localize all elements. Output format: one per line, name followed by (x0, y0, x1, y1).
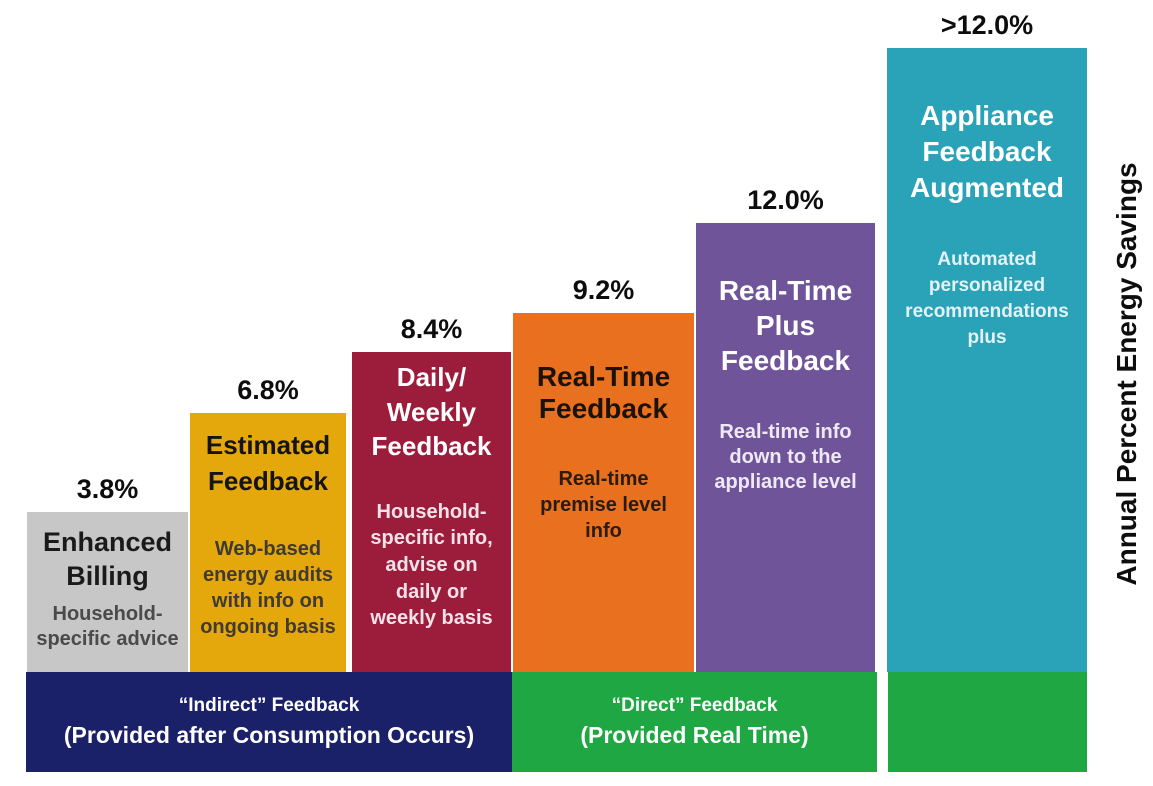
bar-description: Real-time info down to the appliance lev… (714, 421, 857, 493)
bar-title: Real-Time Plus Feedback (718, 275, 853, 376)
band-label-line2: (Provided Real Time) (580, 722, 809, 749)
bar-enhanced-billing: Enhanced Billing Household- specific adv… (27, 512, 188, 672)
bar-real-time-feedback: Real-Time Feedback Real-time premise lev… (513, 313, 694, 672)
value-label-real-time-plus-feedback: 12.0% (747, 185, 824, 215)
bar-title: Real-Time Feedback (536, 361, 671, 425)
bar-title: Daily/ Weekly Feedback (371, 362, 492, 462)
value-label-appliance-feedback-augmented: >12.0% (940, 10, 1034, 40)
band-label-line1: “Direct” Feedback (611, 694, 778, 716)
band-indirect-feedback: “Indirect” Feedback (Provided after Cons… (26, 672, 512, 772)
bar-description: Automated personalized recommendations p… (905, 249, 1069, 348)
bar-appliance-feedback-augmented: Appliance Feedback Augmented Automated p… (887, 48, 1087, 672)
bar-estimated-feedback: Estimated Feedback Web-based energy audi… (190, 413, 346, 672)
bar-description: Web-based energy audits with info on ong… (200, 537, 336, 638)
value-label-enhanced-billing: 3.8% (76, 474, 139, 504)
bar-daily-weekly-feedback: Daily/ Weekly Feedback Household- specif… (352, 352, 511, 672)
band-label-line2: (Provided after Consumption Occurs) (63, 722, 475, 749)
bar-real-time-plus-feedback: Real-Time Plus Feedback Real-time info d… (696, 223, 875, 672)
value-label-daily-weekly-feedback: 8.4% (400, 314, 463, 344)
bar-description: Household- specific info, advise on dail… (370, 500, 493, 630)
bar-title: Enhanced Billing (42, 527, 173, 591)
value-label-real-time-feedback: 9.2% (572, 275, 635, 305)
y-axis-label: Annual Percent Energy Savings (1111, 162, 1142, 586)
band-direct-feedback-extension (888, 672, 1087, 772)
bar-title: Appliance Feedback Augmented (910, 100, 1064, 203)
band-direct-feedback: “Direct” Feedback (Provided Real Time) (512, 672, 877, 772)
band-label-line1: “Indirect” Feedback (178, 694, 360, 716)
bar-description: Real-time premise level info (540, 468, 667, 542)
value-label-estimated-feedback: 6.8% (237, 375, 299, 405)
bar-description: Household- specific advice (36, 602, 179, 650)
bar-title: Estimated Feedback (205, 430, 331, 496)
